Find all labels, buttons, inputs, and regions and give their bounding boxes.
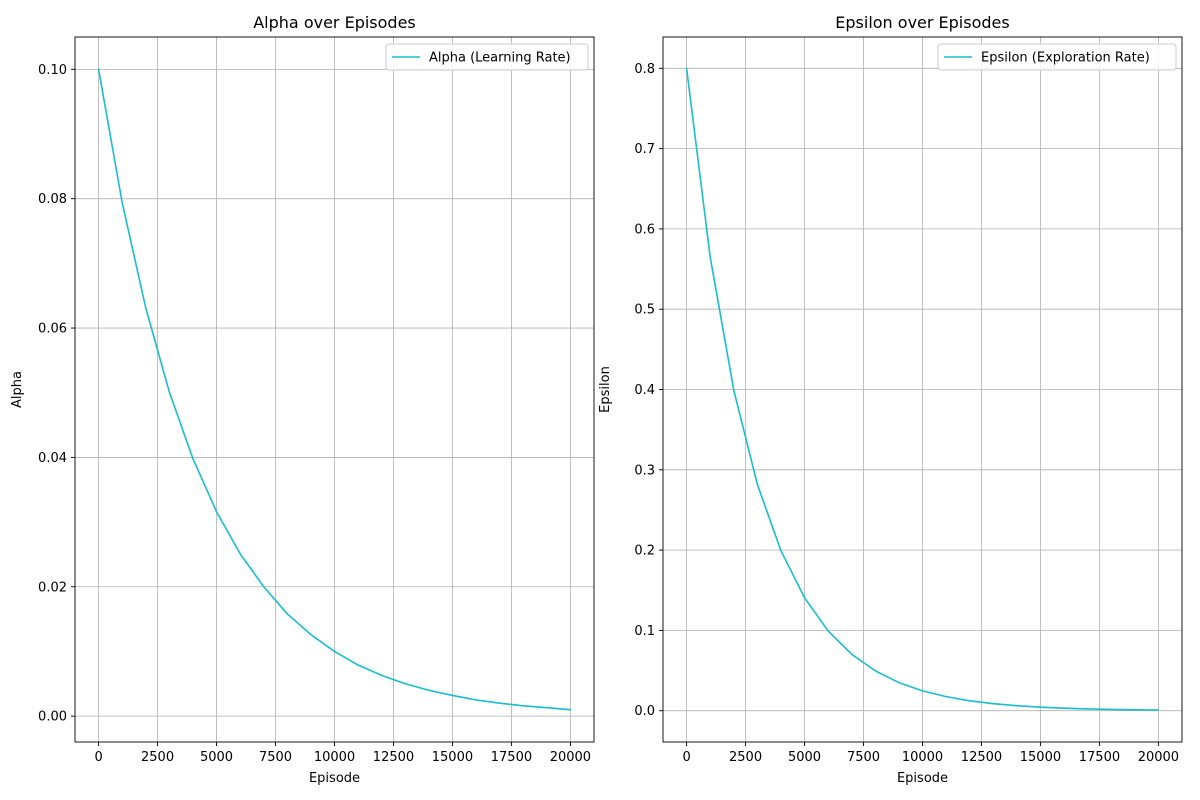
y-tick-label: 0.00: [38, 710, 67, 725]
y-tick-label: 0.7: [634, 142, 655, 157]
x-tick-label: 20000: [1138, 750, 1179, 765]
series-line: [685, 67, 1160, 711]
y-tick-label: 0.04: [38, 451, 67, 466]
y-tick-label: 0.6: [634, 222, 655, 237]
x-tick-label: 0: [94, 750, 102, 765]
x-tick-label: 20000: [550, 750, 591, 765]
x-tick-label: 10000: [902, 750, 943, 765]
series-line: [97, 68, 572, 711]
y-tick-label: 0.06: [38, 322, 67, 337]
y-tick-label: 0.3: [634, 463, 655, 478]
legend-box: [385, 43, 589, 71]
x-tick-label: 0: [682, 750, 690, 765]
x-axis-label: Episode: [897, 771, 948, 786]
legend-label: Epsilon (Exploration Rate): [981, 51, 1150, 66]
y-tick-label: 0.08: [38, 192, 67, 207]
x-tick-label: 2500: [141, 750, 174, 765]
y-tick-label: 0.5: [634, 303, 655, 318]
y-tick-label: 0.10: [38, 63, 67, 78]
charts-layer: 0 2500 5000 7500 10000 12500 15000 17500 20000 0.…: [10, 13, 1183, 786]
legend: Epsilon (Exploration Rate): [937, 43, 1177, 71]
x-tick-label: 15000: [1020, 750, 1061, 765]
y-tick-label: 0.2: [634, 544, 655, 559]
y-tick-label: 0.8: [634, 62, 655, 77]
legend: Alpha (Learning Rate): [385, 43, 589, 71]
x-tick-label: 10000: [314, 750, 355, 765]
chart-title: Alpha over Episodes: [253, 13, 416, 32]
x-tick-label: 7500: [847, 750, 880, 765]
x-tick-label: 2500: [729, 750, 762, 765]
x-tick-label: 17500: [1079, 750, 1120, 765]
grid: [75, 37, 594, 742]
y-tick-label: 0.1: [634, 624, 655, 639]
x-tick-label: 12500: [373, 750, 414, 765]
x-tick-label: 12500: [961, 750, 1002, 765]
x-tick-label: 17500: [491, 750, 532, 765]
y-axis-label: Epsilon: [598, 366, 613, 413]
x-axis-label: Episode: [309, 771, 360, 786]
x-tick-label: 5000: [200, 750, 233, 765]
legend-label: Alpha (Learning Rate): [429, 51, 571, 66]
chart-panel-1: 0 2500 5000 7500 10000 12500 15000 17500 20000 0.…: [10, 13, 595, 786]
y-tick-label: 0.02: [38, 580, 67, 595]
y-axis-label: Alpha: [10, 371, 25, 408]
y-tick-label: 0.0: [634, 704, 655, 719]
x-tick-label: 15000: [432, 750, 473, 765]
legend-box: [937, 43, 1177, 71]
chart-panel-2: 0 2500 5000 7500 10000 12500 15000 17500 20000 0.…: [598, 13, 1183, 786]
chart-title: Epsilon over Episodes: [835, 13, 1009, 32]
x-tick-label: 7500: [259, 750, 292, 765]
x-tick-label: 5000: [788, 750, 821, 765]
y-tick-label: 0.4: [634, 383, 655, 398]
